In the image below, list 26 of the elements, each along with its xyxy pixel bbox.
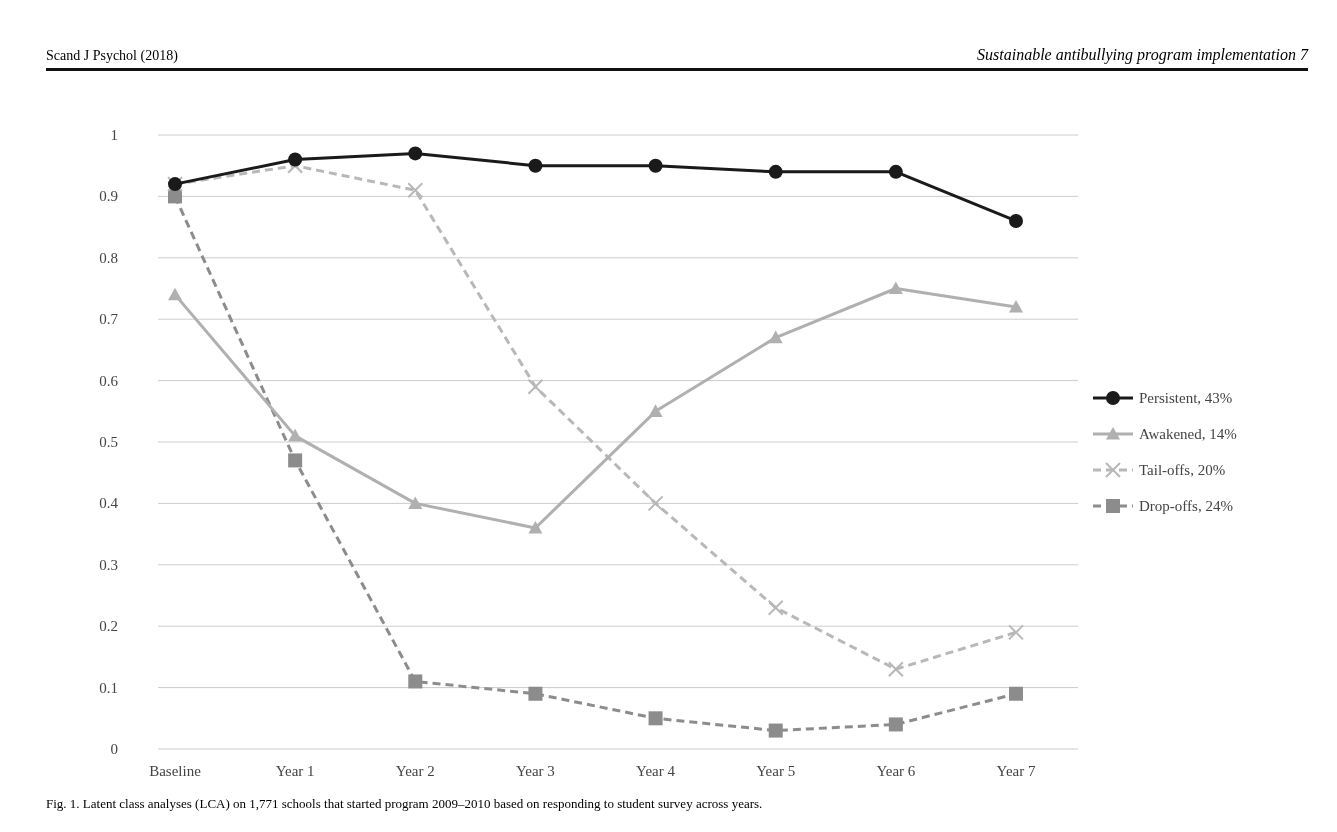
caption: Fig. 1. Latent class analyses (LCA) on 1,771 schools that started program 2009–2010 based on responding to student survey across years.	[46, 796, 763, 811]
y-tick-label: 0.4	[99, 495, 119, 512]
y-tick-label: 0.6	[99, 372, 119, 389]
text: Sustainable antibullying program implementation 7	[977, 46, 1309, 64]
y-tick-label: 0.2	[99, 618, 118, 635]
y-tick-label: 0.9	[99, 188, 118, 205]
legend-label: Drop-offs, 24%	[1139, 498, 1233, 514]
y-tick-label: 0	[110, 741, 118, 757]
x-tick-label: Year 3	[515, 763, 555, 779]
y-tick-label: 0.3	[99, 556, 118, 573]
y-tick-label: 1	[110, 127, 118, 143]
legend-label: Awakened, 14%	[1139, 426, 1237, 442]
y-tick-label: 0.1	[99, 679, 118, 696]
text: Scand J Psychol (2018)	[46, 48, 179, 64]
x-tick-label: Year 6	[876, 763, 916, 779]
x-tick-label: Year 5	[756, 763, 796, 779]
y-tick-label: 0.7	[99, 311, 119, 328]
y-tick-label: 0.5	[99, 434, 118, 450]
x-tick-label: Year 7	[996, 763, 1036, 779]
x-tick-label: Year 2	[395, 763, 435, 779]
x-tick-label: Baseline	[149, 763, 202, 779]
x-tick-label: Year 4	[636, 763, 676, 779]
legend-label: Tail-offs, 20%	[1139, 462, 1226, 478]
y-tick-label: 0.8	[99, 249, 118, 266]
x-tick-label: Year 1	[275, 763, 315, 779]
legend-label: Persistent, 43%	[1139, 390, 1233, 406]
